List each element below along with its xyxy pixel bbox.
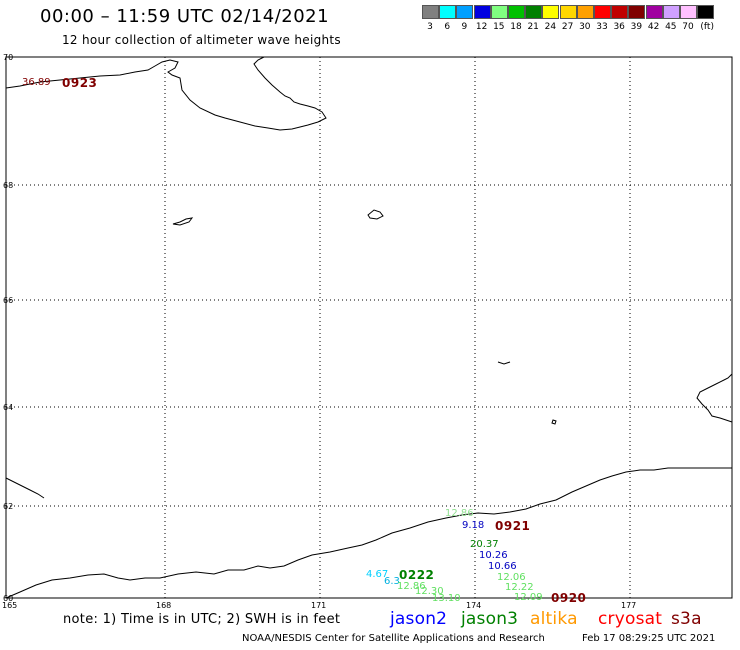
scale-label: 15 — [493, 22, 505, 32]
longitude-label: 171 — [311, 601, 327, 610]
scale-swatch — [473, 5, 491, 19]
scale-swatch — [542, 5, 560, 19]
coastline — [5, 56, 733, 599]
pass-time-label: 0222 — [399, 568, 435, 582]
scale-swatch — [680, 5, 697, 19]
longitude-label: 165 — [2, 601, 18, 610]
scale-swatch — [559, 5, 577, 19]
wave-height-label: 4.67 — [366, 569, 389, 580]
satellite-label: jason2 — [390, 609, 448, 629]
scale-swatch — [422, 5, 439, 19]
scale-swatch — [508, 5, 525, 19]
scale-label: 21 — [527, 22, 539, 32]
wave-height-label: 12.22 — [505, 582, 534, 593]
scale-unit: (ft) — [700, 22, 714, 32]
scale-swatch — [645, 5, 663, 19]
pass-time-label: 0923 — [62, 76, 98, 90]
longitude-label: 177 — [621, 601, 637, 610]
wave-height-label: 12.86 — [445, 508, 474, 519]
scale-label: 9 — [461, 22, 468, 32]
pass-time-label: 0920 — [551, 591, 587, 605]
scale-label: 6 — [444, 22, 451, 32]
scale-swatch — [525, 5, 543, 19]
scale-swatch — [456, 5, 474, 19]
scale-swatch — [662, 5, 680, 19]
scale-label: 33 — [596, 22, 608, 32]
wave-height-label: 9.18 — [462, 520, 485, 531]
scale-swatch — [576, 5, 594, 19]
wave-height-label: 13.10 — [432, 593, 461, 604]
scale-label: 27 — [561, 22, 574, 32]
figure-title: 00:00 – 11:59 UTC 02/14/2021 — [40, 6, 330, 27]
scale-label: 39 — [630, 22, 643, 32]
scale-label: 36 — [613, 22, 625, 32]
latitude-label: 68 — [3, 181, 14, 190]
wave-height-label: 20.37 — [470, 539, 499, 550]
footer-note: note: 1) Time is in UTC; 2) SWH is in fe… — [63, 612, 341, 627]
latitude-label: 60 — [3, 594, 14, 603]
longitude-label: 168 — [156, 601, 172, 610]
scale-label: 30 — [579, 22, 591, 32]
scale-label: 18 — [510, 22, 522, 32]
latitude-label: 64 — [3, 403, 14, 412]
wave-height-label: 36.89 — [22, 77, 51, 88]
scale-swatch — [439, 5, 457, 19]
footer-timestamp: Feb 17 08:29:25 UTC 2021 — [582, 633, 716, 644]
latitude-label: 70 — [3, 53, 14, 62]
scale-label: 42 — [647, 22, 660, 32]
wave-height-label: 12.06 — [497, 572, 526, 583]
scale-swatch — [594, 5, 611, 19]
satellite-label: jason3 — [461, 609, 519, 629]
scale-label: 70 — [682, 22, 694, 32]
scale-swatch — [611, 5, 629, 19]
scale-swatch — [697, 5, 715, 19]
wave-height-label: 6.3 — [384, 576, 400, 587]
map-border — [5, 56, 733, 599]
satellite-label: cryosat — [598, 609, 663, 629]
scale-swatch — [628, 5, 646, 19]
wave-height-label: 12.30 — [415, 586, 444, 597]
latitude-label: 62 — [3, 502, 14, 511]
wave-height-label: 12.86 — [397, 581, 426, 592]
satellite-label: altika — [530, 609, 578, 629]
scale-label: 3 — [427, 22, 433, 32]
wave-height-label: 10.26 — [479, 550, 508, 561]
footer-credit: NOAA/NESDIS Center for Satellite Applica… — [242, 633, 545, 644]
scale-label: 24 — [544, 22, 557, 32]
graticule — [6, 57, 732, 598]
wave-height-label: 10.66 — [488, 561, 517, 572]
scale-label: 45 — [665, 22, 677, 32]
latitude-label: 66 — [3, 296, 14, 305]
pass-time-label: 0921 — [495, 519, 531, 533]
satellite-label: s3a — [671, 609, 702, 629]
scale-swatch — [490, 5, 508, 19]
figure-subtitle: 12 hour collection of altimeter wave hei… — [62, 33, 341, 47]
wave-height-label: 12.09 — [514, 592, 543, 603]
scale-label: 12 — [475, 22, 488, 32]
longitude-label: 174 — [466, 601, 482, 610]
